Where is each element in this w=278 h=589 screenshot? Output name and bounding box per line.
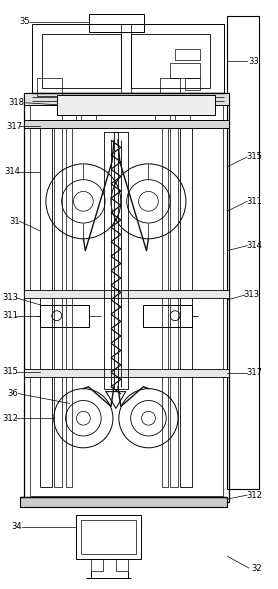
Bar: [24, 93, 229, 502]
Text: 318: 318: [8, 98, 24, 107]
Bar: [227, 16, 259, 489]
Text: 31: 31: [9, 217, 20, 226]
Text: 312: 312: [246, 491, 262, 499]
Bar: [175, 48, 200, 60]
Bar: [24, 121, 229, 128]
Bar: [57, 95, 215, 115]
Bar: [143, 305, 192, 326]
Text: 312: 312: [3, 413, 18, 423]
Bar: [20, 497, 227, 507]
Text: 314: 314: [246, 241, 262, 250]
Bar: [42, 34, 121, 88]
Bar: [91, 559, 103, 571]
Bar: [40, 123, 52, 487]
Bar: [30, 99, 224, 496]
Bar: [162, 123, 168, 487]
Bar: [155, 115, 170, 123]
Bar: [76, 515, 141, 559]
Bar: [175, 115, 190, 123]
Bar: [131, 34, 210, 88]
Bar: [180, 123, 192, 487]
Text: 35: 35: [19, 18, 29, 27]
Bar: [24, 369, 229, 377]
Text: 313: 313: [3, 293, 18, 302]
Text: 317: 317: [6, 122, 22, 131]
Bar: [24, 290, 229, 298]
Text: 34: 34: [11, 522, 22, 531]
Text: 317: 317: [246, 368, 262, 378]
Bar: [32, 24, 224, 93]
Text: 33: 33: [249, 57, 259, 66]
Bar: [170, 63, 200, 78]
Bar: [37, 78, 62, 96]
Bar: [81, 519, 136, 554]
Text: 311: 311: [3, 311, 18, 320]
Bar: [66, 123, 71, 487]
Bar: [114, 133, 128, 389]
Text: 36: 36: [7, 389, 18, 398]
Text: 311: 311: [246, 197, 262, 206]
Text: 313: 313: [243, 290, 259, 299]
Bar: [89, 14, 143, 32]
Bar: [54, 123, 62, 487]
Bar: [40, 305, 89, 326]
Bar: [116, 559, 128, 571]
Bar: [62, 115, 76, 123]
Bar: [170, 123, 178, 487]
Bar: [81, 115, 96, 123]
Bar: [160, 78, 180, 93]
Text: 32: 32: [252, 564, 262, 573]
Bar: [104, 133, 118, 389]
Bar: [185, 78, 200, 90]
Text: 315: 315: [3, 368, 18, 376]
Text: 315: 315: [246, 153, 262, 161]
Text: 314: 314: [4, 167, 20, 176]
Bar: [24, 93, 229, 105]
